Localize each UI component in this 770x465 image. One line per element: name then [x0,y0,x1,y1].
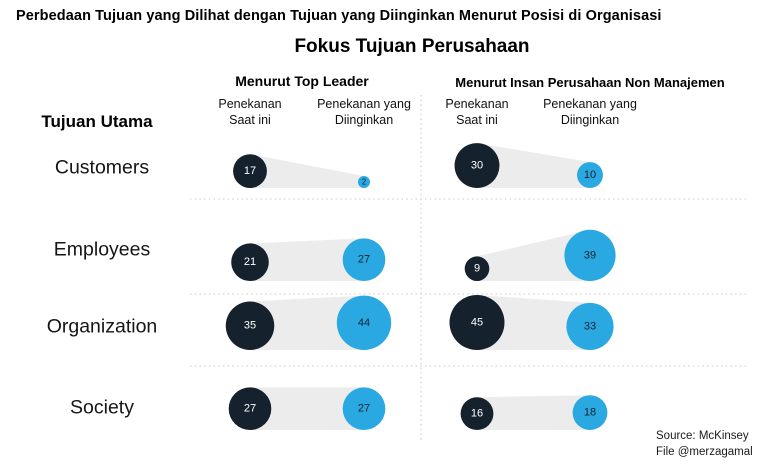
emphasis-shift-band [250,238,364,281]
emphasis-shift-band [477,294,590,350]
bubble-desired [342,387,386,430]
bubble-desired [572,395,608,430]
column-header-tl-current: Penekanan Saat ini [218,97,282,127]
row-label-employees: Employees [53,238,151,261]
page-title: Perbedaan Tujuan yang Dilihat dengan Tuj… [16,8,662,24]
bubble-value-label: 27 [358,254,370,266]
row-label-organization: Organization [46,315,158,338]
bubble-value-label: 27 [244,403,256,415]
bubble-value-label: 33 [584,320,596,332]
bubble-desired [564,229,616,281]
bubble-current [231,243,269,281]
column-header-nm-current: Penekanan Saat ini [445,97,509,127]
emphasis-shift-band [250,295,364,350]
group-header-top-leader: Menurut Top Leader [235,73,369,89]
emphasis-shift-band [477,143,590,188]
bubble-value-label: 16 [471,408,483,420]
bubble-current [464,256,490,282]
column-header-nm-desired: Penekanan yang Diinginkan [543,97,637,127]
bubble-desired [342,238,386,281]
bubble-current [228,387,272,430]
file-credit: File @merzagamal [656,446,753,458]
bubble-value-label: 39 [584,249,596,261]
bubble-value-label: 35 [244,320,256,332]
bubble-value-label: 18 [584,407,596,419]
bubble-value-label: 9 [474,263,480,275]
bubble-current [460,397,494,430]
source-credit: Source: McKinsey [656,430,749,442]
emphasis-shift-band [477,395,590,430]
bubble-current [233,154,267,188]
bubble-value-label: 45 [471,316,483,328]
bubble-current [454,143,500,189]
bubble-value-label: 17 [244,165,256,177]
emphasis-shift-band [477,229,590,281]
column-header-tl-desired: Penekanan yang Diinginkan [317,97,411,127]
row-axis-title: Tujuan Utama [41,112,153,131]
chart-title: Fokus Tujuan Perusahaan [294,36,530,57]
bubble-value-label: 30 [471,160,483,172]
bubble-desired [358,176,370,188]
bubble-value-label: 2 [362,178,367,187]
bubble-desired [566,302,614,350]
bubble-value-label: 44 [358,317,370,329]
emphasis-shift-band [250,387,364,430]
bubble-desired [336,295,392,350]
bubble-current [449,294,505,350]
group-header-non-manajemen: Menurut Insan Perusahaan Non Manajemen [455,75,725,90]
emphasis-shift-band [250,154,364,188]
bubble-desired [577,162,603,189]
bubble-value-label: 21 [244,256,256,268]
row-label-society: Society [70,396,134,419]
bubble-current [225,301,275,350]
bubble-value-label: 10 [584,169,596,181]
bubble-value-label: 27 [358,403,370,415]
row-label-customers: Customers [54,156,150,179]
